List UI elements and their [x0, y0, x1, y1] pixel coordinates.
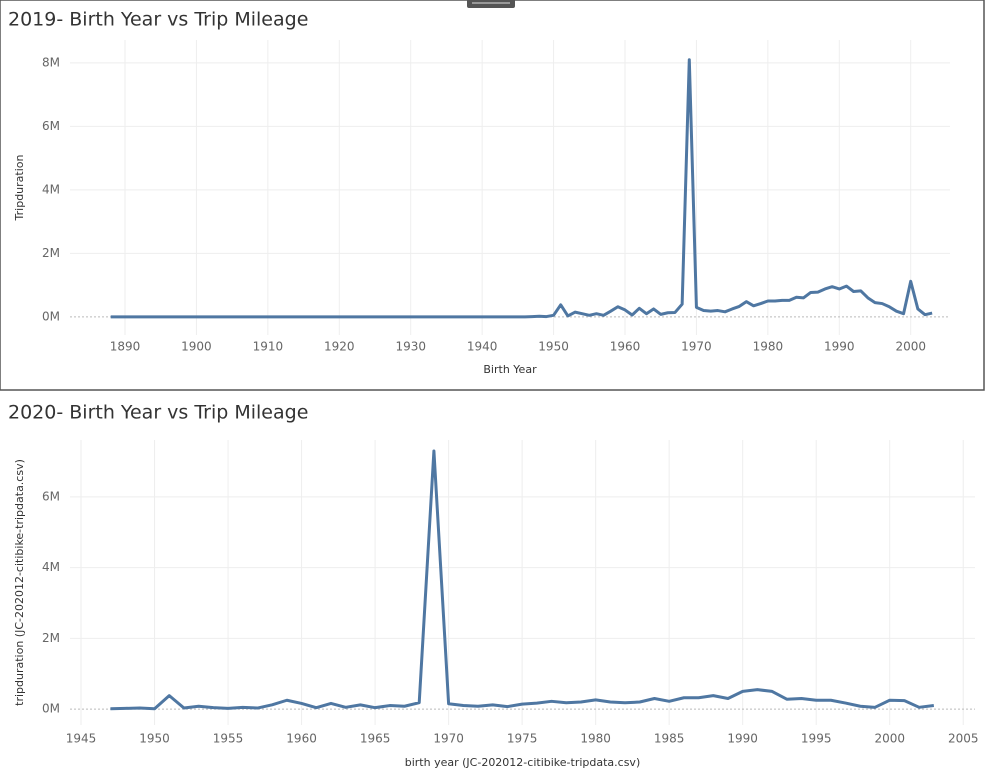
x-tick-label: 1975	[507, 732, 538, 746]
drag-handle[interactable]	[467, 0, 515, 8]
x-tick-label: 1955	[213, 732, 244, 746]
y-tick-label: 6M	[42, 489, 60, 503]
x-tick-label: 1945	[66, 732, 97, 746]
data-line	[110, 58, 933, 319]
panel-border	[0, 0, 985, 391]
x-tick-label: 1995	[801, 732, 832, 746]
x-tick-label: 1965	[360, 732, 391, 746]
x-tick-label: 1930	[395, 340, 426, 354]
x-tick-label: 1990	[824, 340, 855, 354]
chart-title: 2019- Birth Year vs Trip Mileage	[8, 9, 308, 31]
x-tick-label: 1950	[538, 340, 569, 354]
y-axis-title: tripduration (JC-202012-citibike-tripdat…	[13, 459, 26, 706]
y-tick-label: 4M	[42, 182, 60, 196]
chart-title: 2020- Birth Year vs Trip Mileage	[8, 402, 308, 424]
y-tick-label: 4M	[42, 560, 60, 574]
x-tick-label: 1890	[110, 340, 141, 354]
x-tick-label: 1970	[681, 340, 712, 354]
y-axis-title: Tripduration	[13, 154, 26, 221]
data-line	[110, 449, 935, 711]
x-tick-label: 1920	[324, 340, 355, 354]
y-tick-label: 6M	[42, 119, 60, 133]
y-tick-label: 2M	[42, 631, 60, 645]
x-tick-label: 1985	[654, 732, 685, 746]
x-tick-label: 2005	[948, 732, 979, 746]
x-tick-label: 1970	[433, 732, 464, 746]
x-tick-label: 1900	[181, 340, 212, 354]
y-tick-label: 8M	[42, 55, 60, 69]
x-tick-label: 1940	[467, 340, 498, 354]
x-tick-label: 1910	[253, 340, 284, 354]
x-tick-label: 1980	[580, 732, 611, 746]
x-axis-title: Birth Year	[483, 363, 537, 376]
x-axis-title: birth year (JC-202012-citibike-tripdata.…	[405, 756, 640, 769]
x-tick-label: 1950	[139, 732, 170, 746]
y-tick-label: 2M	[42, 246, 60, 260]
x-tick-label: 2000	[895, 340, 926, 354]
x-tick-label: 1960	[610, 340, 641, 354]
x-tick-label: 1960	[286, 732, 317, 746]
x-tick-label: 2000	[874, 732, 905, 746]
x-tick-label: 1990	[727, 732, 758, 746]
x-tick-label: 1980	[753, 340, 784, 354]
y-tick-label: 0M	[42, 702, 60, 716]
y-tick-label: 0M	[42, 309, 60, 323]
